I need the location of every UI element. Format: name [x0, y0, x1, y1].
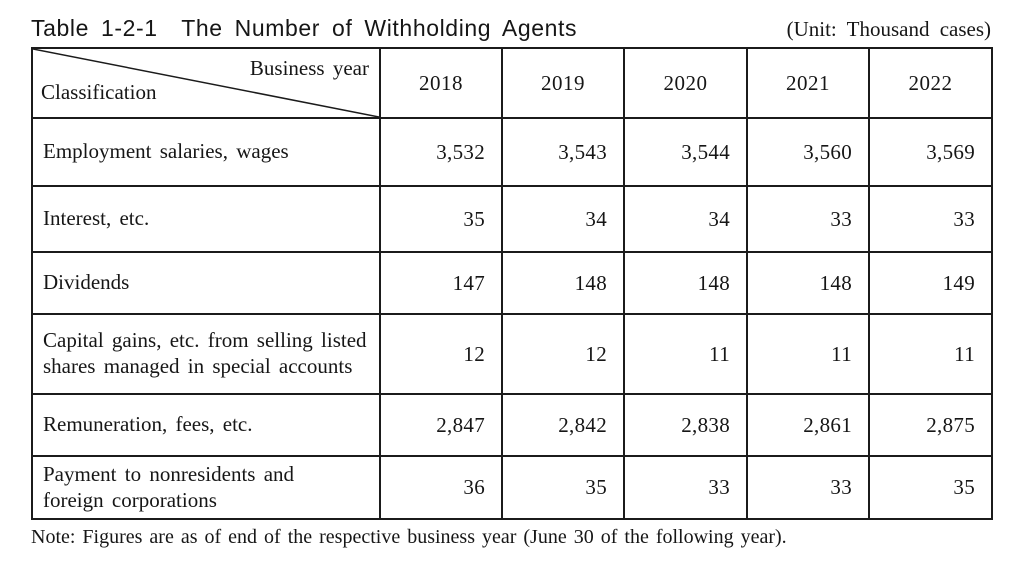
table-header-bar: Table 1-2-1 The Number of Withholding Ag… [31, 15, 991, 42]
row-label-text: Dividends [43, 270, 130, 295]
value-cell: 3,543 [501, 117, 625, 187]
row-label: Payment to nonresidents and foreign corp… [31, 455, 381, 520]
row-label: Remuneration, fees, etc. [31, 393, 381, 457]
row-label: Interest, etc. [31, 185, 381, 253]
table-row-capital-gains: Capital gains, etc. from selling listed … [31, 313, 993, 395]
value-cell: 33 [746, 455, 870, 520]
value-cell: 34 [623, 185, 748, 253]
value-cell: 2,842 [501, 393, 625, 457]
withholding-agents-table: Business year Classification 2018 2019 2… [31, 47, 993, 520]
row-label-text: Interest, etc. [43, 206, 150, 231]
footnote: Note: Figures are as of end of the respe… [31, 526, 787, 548]
year-header-2020: 2020 [623, 47, 748, 119]
row-label-text: Payment to nonresidents and foreign corp… [43, 461, 295, 512]
value-cell: 2,861 [746, 393, 870, 457]
value-cell: 148 [501, 251, 625, 315]
value-cell: 148 [623, 251, 748, 315]
row-label-text: Remuneration, fees, etc. [43, 412, 253, 437]
table-row-nonresidents: Payment to nonresidents and foreign corp… [31, 455, 993, 520]
value-cell: 2,847 [379, 393, 503, 457]
value-cell: 147 [379, 251, 503, 315]
value-cell: 11 [746, 313, 870, 395]
value-cell: 33 [746, 185, 870, 253]
unit-label: (Unit: Thousand cases) [786, 17, 991, 41]
value-cell: 33 [868, 185, 993, 253]
year-header-2018: 2018 [379, 47, 503, 119]
value-cell: 11 [868, 313, 993, 395]
corner-cell: Business year Classification [31, 47, 381, 119]
table-row-employment: Employment salaries, wages 3,532 3,543 3… [31, 117, 993, 187]
value-cell: 12 [379, 313, 503, 395]
table-row-dividends: Dividends 147 148 148 148 149 [31, 251, 993, 315]
value-cell: 35 [379, 185, 503, 253]
row-label: Dividends [31, 251, 381, 315]
value-cell: 35 [868, 455, 993, 520]
year-header-2022: 2022 [868, 47, 993, 119]
corner-classification-label: Classification [41, 80, 157, 104]
row-label: Employment salaries, wages [31, 117, 381, 187]
value-cell: 2,838 [623, 393, 748, 457]
year-header-2019: 2019 [501, 47, 625, 119]
value-cell: 11 [623, 313, 748, 395]
value-cell: 34 [501, 185, 625, 253]
value-cell: 36 [379, 455, 503, 520]
value-cell: 12 [501, 313, 625, 395]
row-label-text: Employment salaries, wages [43, 139, 289, 164]
value-cell: 2,875 [868, 393, 993, 457]
table-header-row: Business year Classification 2018 2019 2… [31, 47, 993, 119]
value-cell: 35 [501, 455, 625, 520]
table-title: Table 1-2-1 The Number of Withholding Ag… [31, 15, 578, 41]
value-cell: 33 [623, 455, 748, 520]
value-cell: 149 [868, 251, 993, 315]
row-label: Capital gains, etc. from selling listed … [31, 313, 381, 395]
value-cell: 3,532 [379, 117, 503, 187]
table-row-interest: Interest, etc. 35 34 34 33 33 [31, 185, 993, 253]
value-cell: 3,544 [623, 117, 748, 187]
value-cell: 148 [746, 251, 870, 315]
value-cell: 3,560 [746, 117, 870, 187]
corner-business-year-label: Business year [249, 56, 369, 80]
row-label-text: Capital gains, etc. from selling listed … [43, 328, 367, 378]
diagonal-line [33, 49, 379, 117]
value-cell: 3,569 [868, 117, 993, 187]
year-header-2021: 2021 [746, 47, 870, 119]
table-row-remuneration: Remuneration, fees, etc. 2,847 2,842 2,8… [31, 393, 993, 457]
